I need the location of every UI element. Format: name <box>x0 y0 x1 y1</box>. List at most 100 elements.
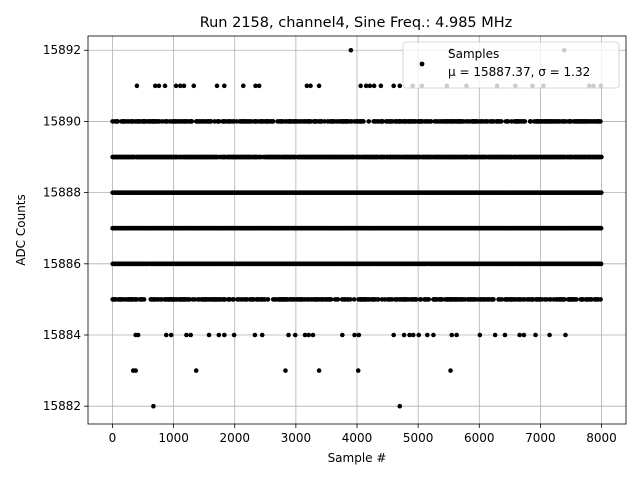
data-point <box>367 83 373 89</box>
legend-label: Samples <box>448 47 499 61</box>
data-point <box>492 332 498 338</box>
data-point <box>340 332 345 338</box>
data-point <box>328 297 334 302</box>
data-point <box>517 332 522 338</box>
data-point <box>598 297 603 302</box>
data-point <box>397 403 403 409</box>
data-point <box>222 297 228 302</box>
x-tick-label: 7000 <box>525 431 556 445</box>
data-point <box>363 83 369 89</box>
data-point <box>416 332 422 338</box>
data-point <box>414 297 419 302</box>
data-point <box>156 83 162 89</box>
data-point <box>502 332 508 338</box>
data-point <box>533 332 538 338</box>
data-point <box>428 119 434 124</box>
data-point <box>192 297 197 302</box>
data-point <box>528 119 534 124</box>
data-point <box>491 297 496 302</box>
y-axis-label: ADC Counts <box>14 194 28 266</box>
y-tick-label: 15884 <box>43 328 81 342</box>
data-point <box>380 119 386 124</box>
data-point <box>115 119 121 124</box>
y-tick-label: 15886 <box>43 257 81 271</box>
x-tick-label: 1000 <box>158 431 189 445</box>
chart-title: Run 2158, channel4, Sine Freq.: 4.985 MH… <box>200 15 513 31</box>
data-point <box>348 47 354 53</box>
data-point <box>316 368 322 373</box>
data-point <box>598 225 604 231</box>
data-point <box>505 119 511 124</box>
legend: Samples μ = 15887.37, σ = 1.32 <box>402 41 620 89</box>
data-point <box>335 297 341 302</box>
data-point <box>135 332 141 338</box>
data-point <box>286 332 291 338</box>
data-point <box>168 332 174 338</box>
y-axis-ticks: 15882 15884 15886 15888 15890 15892 <box>43 43 88 413</box>
data-point <box>302 332 308 338</box>
data-point <box>347 297 353 302</box>
data-point <box>292 332 298 338</box>
x-tick-label: 3000 <box>281 431 312 445</box>
data-point <box>184 332 189 338</box>
data-point <box>352 332 357 338</box>
legend-stats: μ = 15887.37, σ = 1.32 <box>448 65 590 79</box>
data-point <box>425 332 430 338</box>
data-point <box>351 297 357 302</box>
data-point <box>448 368 453 373</box>
x-tick-label: 6000 <box>464 431 495 445</box>
legend-box <box>402 41 620 89</box>
data-point <box>133 368 138 373</box>
data-point <box>208 119 214 124</box>
data-point <box>358 83 363 89</box>
data-point <box>283 368 288 373</box>
data-point <box>477 332 483 338</box>
x-axis-ticks: 0 1000 2000 3000 4000 5000 6000 7000 8000 <box>109 424 617 445</box>
data-point <box>216 119 222 124</box>
data-point <box>499 119 504 124</box>
x-tick-label: 4000 <box>342 431 373 445</box>
data-point <box>431 332 436 338</box>
data-point <box>426 297 432 302</box>
data-point <box>231 332 237 338</box>
data-point <box>265 297 271 302</box>
data-point <box>308 83 313 89</box>
x-tick-label: 0 <box>109 431 117 445</box>
data-point <box>378 83 384 89</box>
data-point <box>574 297 579 302</box>
data-point <box>188 332 194 338</box>
data-point <box>361 119 366 124</box>
data-point <box>216 332 222 338</box>
data-point <box>316 83 322 89</box>
data-point <box>522 119 528 124</box>
data-point <box>163 332 169 338</box>
data-point <box>562 297 567 302</box>
data-point <box>256 83 262 89</box>
data-point <box>521 332 527 338</box>
data-point <box>356 332 362 338</box>
data-point <box>598 261 604 267</box>
data-point <box>193 368 199 373</box>
data-point <box>449 332 455 338</box>
data-point <box>407 332 412 338</box>
data-point <box>222 332 227 338</box>
y-tick-label: 15890 <box>43 114 81 128</box>
data-point <box>304 83 310 89</box>
data-point <box>418 297 424 302</box>
x-tick-label: 2000 <box>219 431 250 445</box>
data-point <box>191 83 197 89</box>
data-point <box>401 332 407 338</box>
legend-marker <box>419 61 425 67</box>
data-point <box>206 332 212 338</box>
data-point <box>371 83 377 89</box>
data-point <box>189 119 195 124</box>
data-point <box>270 119 276 124</box>
data-point <box>599 154 604 160</box>
data-point <box>410 332 416 338</box>
data-point <box>499 297 505 302</box>
data-point <box>141 297 147 302</box>
data-point <box>599 190 604 195</box>
y-tick-label: 15892 <box>43 43 81 57</box>
data-point <box>306 332 312 338</box>
